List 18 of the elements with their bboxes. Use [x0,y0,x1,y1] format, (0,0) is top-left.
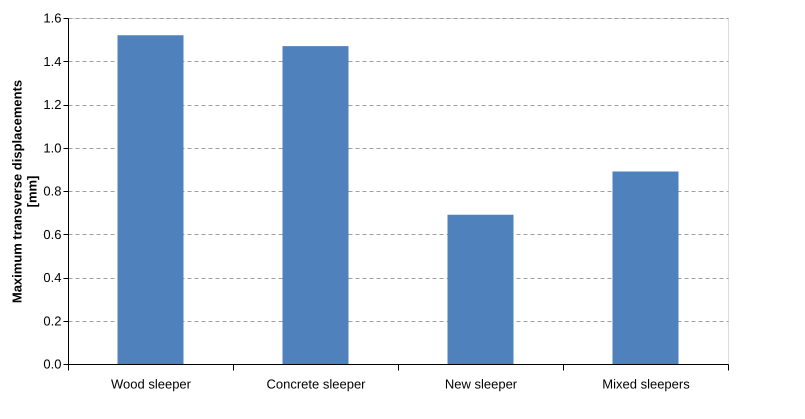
bar [612,172,678,364]
y-tick-label: 0.6 [43,226,62,242]
y-tick-label: 1.2 [43,97,62,112]
y-tick-label: 1.0 [43,140,62,156]
bar [282,46,348,364]
y-tick-label: 1.4 [43,54,62,69]
x-tick-label: Concrete sleeper [266,376,366,392]
x-tick-label: Wood sleeper [111,376,192,392]
y-tick-label: 0.4 [43,270,62,285]
bar [448,214,514,364]
y-axis-title: Maximum transverse displacements [mm] [9,80,40,304]
y-tick-label: 1.6 [43,10,62,26]
y-tick-label: 0.2 [43,313,62,328]
y-tick-label: 0.8 [43,184,62,198]
y-tick-label: 0.0 [43,356,62,372]
bar [118,35,184,364]
x-tick-label: New sleeper [444,376,518,392]
x-tick-label: Mixed sleepers [602,376,690,392]
